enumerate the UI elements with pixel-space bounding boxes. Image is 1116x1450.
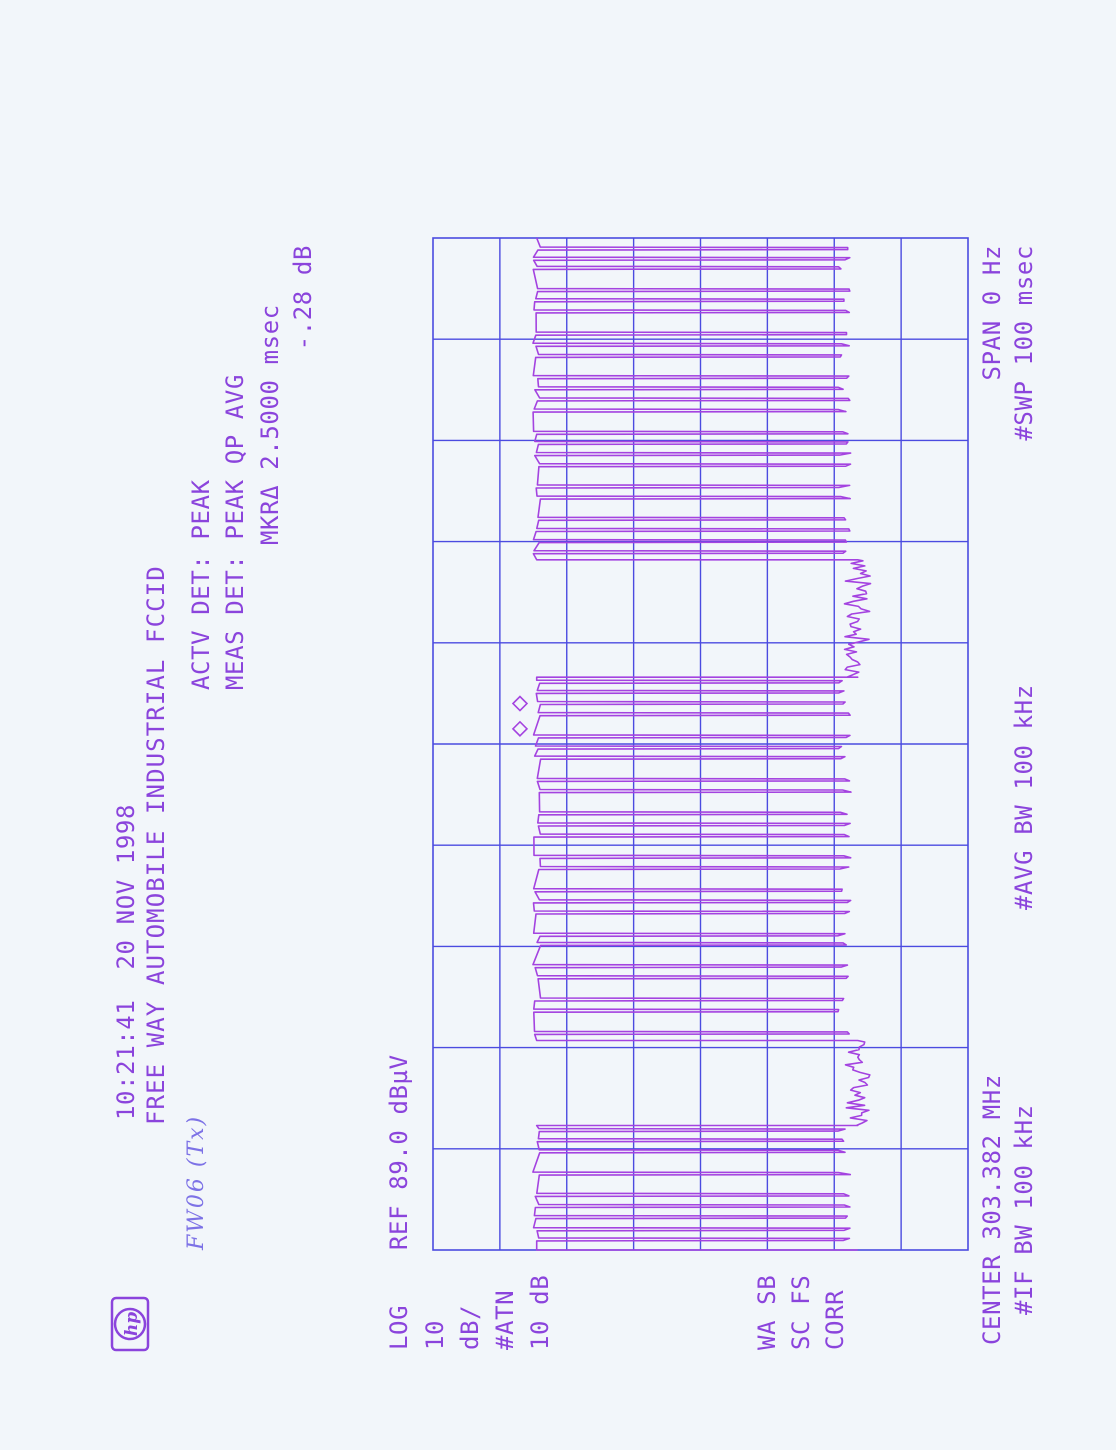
avg-bandwidth: #AVG BW 100 kHz xyxy=(1010,684,1038,910)
delta-marker xyxy=(511,695,529,712)
timestamp: 10:21:41 20 NOV 1998 xyxy=(112,803,140,1120)
if-bandwidth: #IF BW 100 kHz xyxy=(1010,1104,1038,1315)
reference-marker xyxy=(511,720,529,737)
sweep-time: #SWP 100 msec xyxy=(1010,245,1038,441)
center-frequency: CENTER 303.382 MHz xyxy=(978,1074,1006,1345)
svg-text:hp: hp xyxy=(122,1312,142,1336)
flag-line: WA SB xyxy=(753,1274,781,1350)
flag-line: CORR xyxy=(821,1289,849,1350)
marker-delta-value: -.28 dB xyxy=(289,245,317,351)
scale-line: 10 xyxy=(421,1319,449,1350)
scale-line: LOG xyxy=(385,1304,413,1350)
hp-logo: hp xyxy=(110,1296,150,1352)
actv-det: ACTV DET: PEAK xyxy=(187,479,215,690)
handwritten-note: FW06 (Tx) xyxy=(184,1114,209,1250)
scale-line: #ATN xyxy=(491,1289,519,1350)
flag-line: SC FS xyxy=(787,1274,815,1350)
scale-line: 10 dB xyxy=(526,1274,554,1350)
plot-title: FREE WAY AUTOMOBILE INDUSTRIAL FCCID xyxy=(142,565,170,1125)
marker-delta: MKRΔ 2.5000 msec xyxy=(256,304,284,545)
span: SPAN 0 Hz xyxy=(978,245,1006,381)
meas-det: MEAS DET: PEAK QP AVG xyxy=(221,373,249,690)
trace-line xyxy=(532,237,872,1251)
scale-line: dB/ xyxy=(456,1304,484,1350)
trace-group xyxy=(511,237,872,1251)
ref-level: REF 89.0 dBµV xyxy=(385,1054,413,1250)
